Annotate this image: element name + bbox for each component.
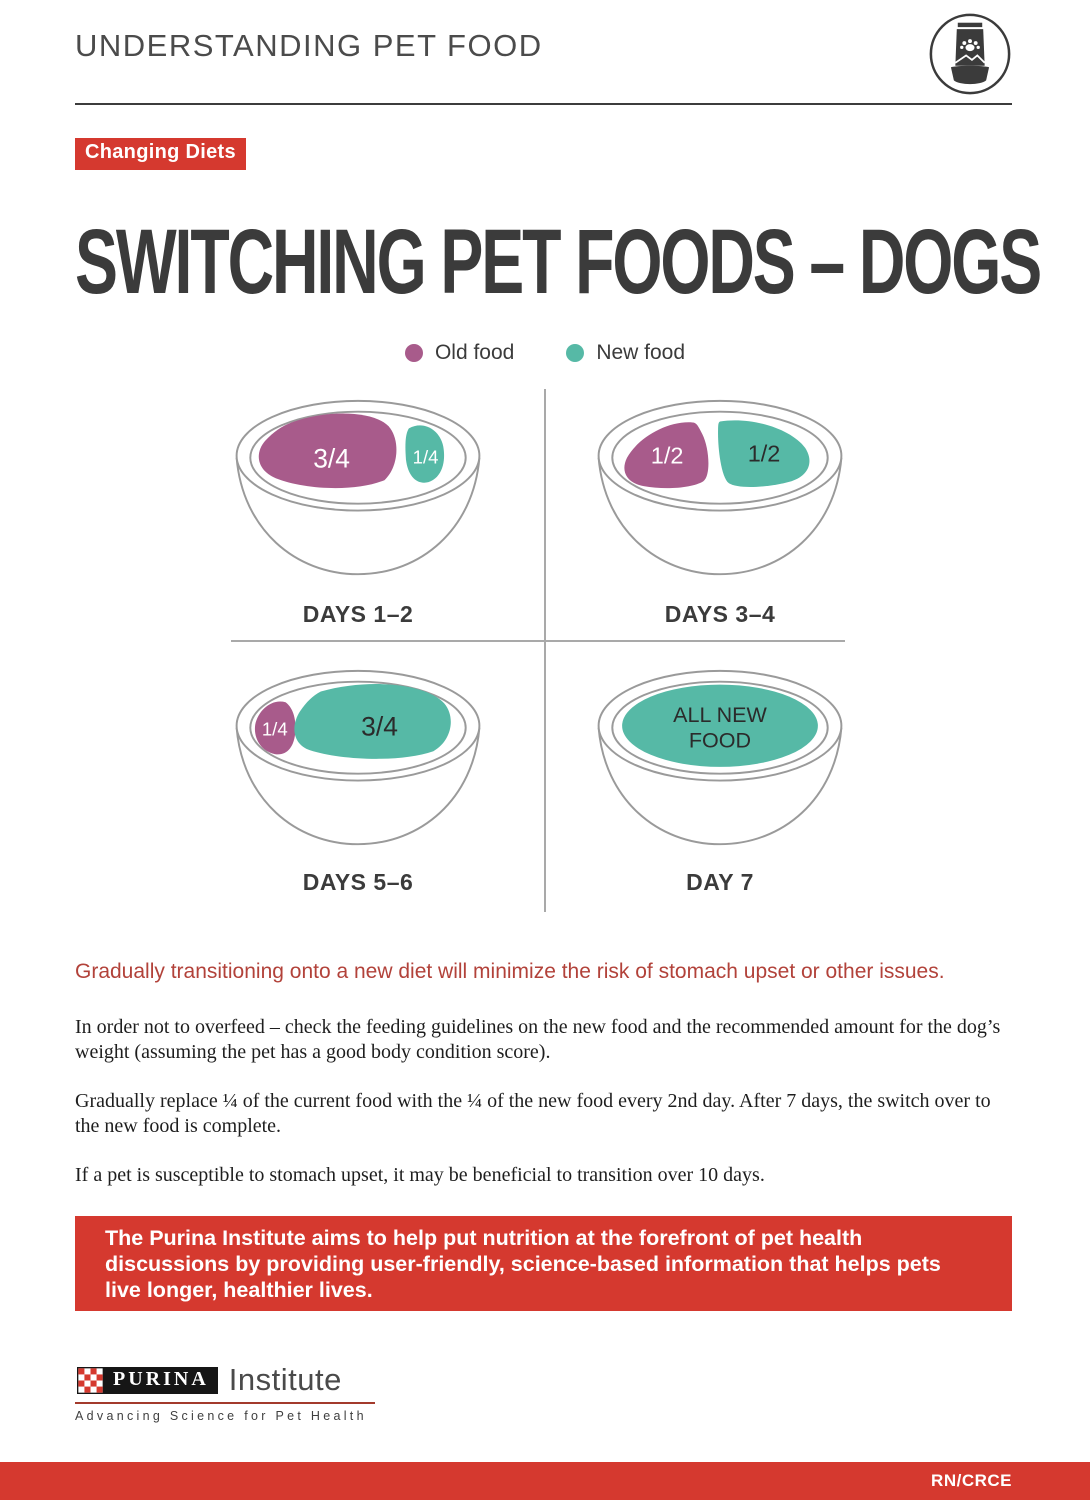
old-food-portion [624, 422, 709, 489]
main-title: SWITCHING PET FOODS – DOGS [75, 211, 1042, 313]
new-food-portion [294, 684, 451, 759]
new-food-portion [622, 684, 818, 767]
all-new-food-label-line1: ALL NEW [673, 703, 767, 727]
legend-item-new-food: New food [566, 341, 685, 365]
highlight-text: Gradually transitioning onto a new diet … [75, 960, 945, 983]
new-food-portion [718, 420, 810, 488]
footer-bar: RN/CRCE [0, 1462, 1090, 1500]
new-fraction-label: 3/4 [361, 712, 398, 742]
institute-wordmark: Institute [228, 1362, 342, 1397]
all-new-food-label-line2: FOOD [689, 728, 751, 752]
logo-underline [75, 1402, 375, 1404]
changing-diets-badge: Changing Diets [75, 138, 246, 170]
bowl-days-3-4-label: DAYS 3–4 [664, 601, 776, 627]
header-divider [75, 103, 1012, 105]
new-food-label: New food [596, 341, 686, 364]
legend-item-old-food: Old food [404, 341, 515, 365]
old-fraction-label: 1/2 [651, 443, 684, 469]
purina-institute-logo: PURINA Institute [77, 1362, 342, 1397]
old-fraction-label: 1/4 [262, 719, 288, 740]
new-food-swatch [566, 344, 585, 362]
pet-food-bag-bowl-icon [929, 13, 1011, 95]
body-paragraph-3: If a pet is susceptible to stomach upset… [75, 1164, 765, 1186]
mission-banner: The Purina Institute aims to help put nu… [75, 1216, 1012, 1311]
old-food-portion [258, 413, 397, 489]
old-food-swatch [404, 344, 423, 362]
old-fraction-label: 3/4 [313, 443, 350, 473]
page-title: UNDERSTANDING PET FOOD [75, 28, 543, 63]
new-fraction-label: 1/4 [413, 447, 439, 468]
purina-checkerboard-icon [77, 1366, 104, 1394]
mission-banner-text: The Purina Institute aims to help put nu… [105, 1225, 941, 1302]
legend: Old food New food [0, 341, 1090, 365]
logo-tagline: Advancing Science for Pet Health [75, 1409, 367, 1423]
grid-vertical-divider [544, 389, 546, 912]
bowl-days-5-6: 1/4 3/4 [235, 669, 481, 846]
new-food-portion [405, 425, 445, 483]
body-copy: In order not to overfeed – check the fee… [75, 1015, 1020, 1212]
bowl-days-5-6-label: DAYS 5–6 [302, 869, 414, 895]
bowl-days-3-4: 1/2 1/2 [597, 399, 843, 576]
body-paragraph-1: In order not to overfeed – check the fee… [75, 1016, 1001, 1063]
bowl-day-7: ALL NEW FOOD [597, 669, 843, 846]
new-fraction-label: 1/2 [748, 441, 781, 467]
old-food-portion [254, 701, 296, 755]
grid-horizontal-divider [231, 640, 845, 642]
bowl-day-7-label: DAY 7 [686, 869, 754, 895]
bowl-days-1-2: 3/4 1/4 [235, 399, 481, 576]
footer-code: RN/CRCE [931, 1471, 1012, 1490]
body-paragraph-2: Gradually replace ¼ of the current food … [75, 1090, 991, 1137]
purina-wordmark: PURINA [104, 1366, 218, 1394]
old-food-label: Old food [434, 341, 515, 364]
bowl-days-1-2-label: DAYS 1–2 [302, 601, 414, 627]
